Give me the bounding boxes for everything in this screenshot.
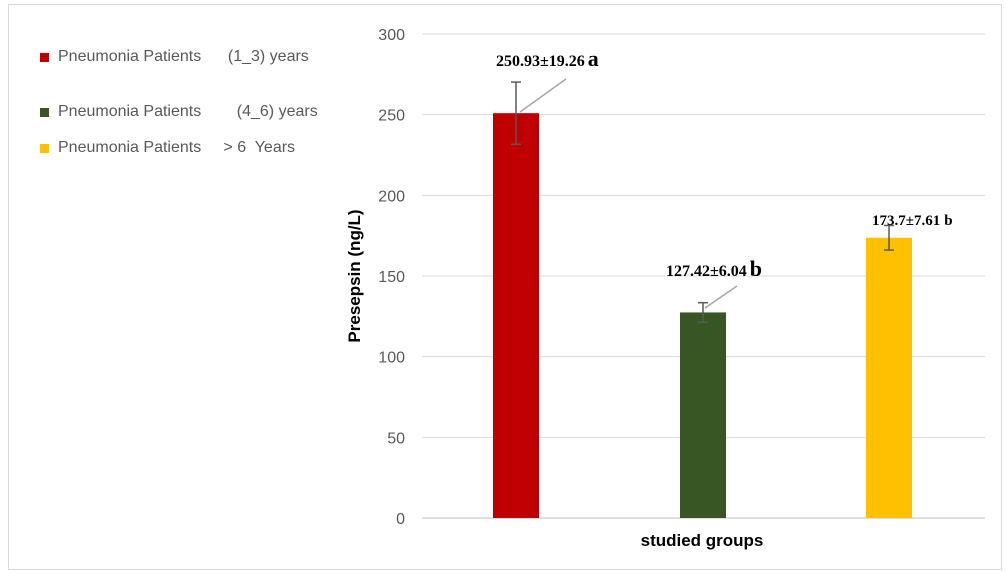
y-tick-label-200: 200 [378,188,405,205]
data-label-3: 173.7±7.61 b [872,213,953,229]
x-axis-title: studied groups [641,531,764,550]
chart-frame [8,4,1002,570]
bar-2 [680,312,726,518]
legend-item-4-6-years: Pneumonia Patients (4_6) years [40,101,338,123]
bars [493,81,912,519]
y-tick-label-50: 50 [387,430,405,447]
y-tick-label-150: 150 [378,269,405,286]
leader-line-2 [704,285,738,309]
y-axis-title: Presepsin (ng/L) [345,209,364,342]
legend-label-4-6-years: Pneumonia Patients (4_6) years [58,103,318,120]
legend-swatch-1-3-years [40,53,49,62]
legend: Pneumonia Patients (1_3) years Pneumonia… [40,46,360,179]
legend-item-over-6-years: Pneumonia Patients > 6 Years [40,137,360,159]
bar-1 [493,113,539,519]
legend-label-over-6-years: Pneumonia Patients > 6 Years [58,139,296,156]
data-label-1: 250.93±19.26 a [496,46,599,71]
y-tick-label-100: 100 [378,350,405,367]
leader-line-1 [519,78,567,113]
bar-3 [866,237,912,518]
data-labels: 250.93±19.26 a 127.42±6.04 b 173.7±7.61 b [496,46,953,309]
legend-item-1-3-years: Pneumonia Patients (1_3) years [40,46,360,68]
y-axis: 0 50 100 150 200 250 300 [378,27,405,528]
legend-swatch-4-6-years [40,108,49,117]
legend-swatch-over-6-years [40,144,49,153]
data-label-2: 127.42±6.04 b [666,256,762,281]
error-bar-2 [698,301,708,323]
error-bar-3 [884,224,894,251]
y-tick-label-300: 300 [378,27,405,44]
error-bar-1 [511,81,521,145]
y-tick-label-0: 0 [396,511,405,528]
legend-label-1-3-years: Pneumonia Patients (1_3) years [58,48,309,65]
y-tick-label-250: 250 [378,108,405,125]
